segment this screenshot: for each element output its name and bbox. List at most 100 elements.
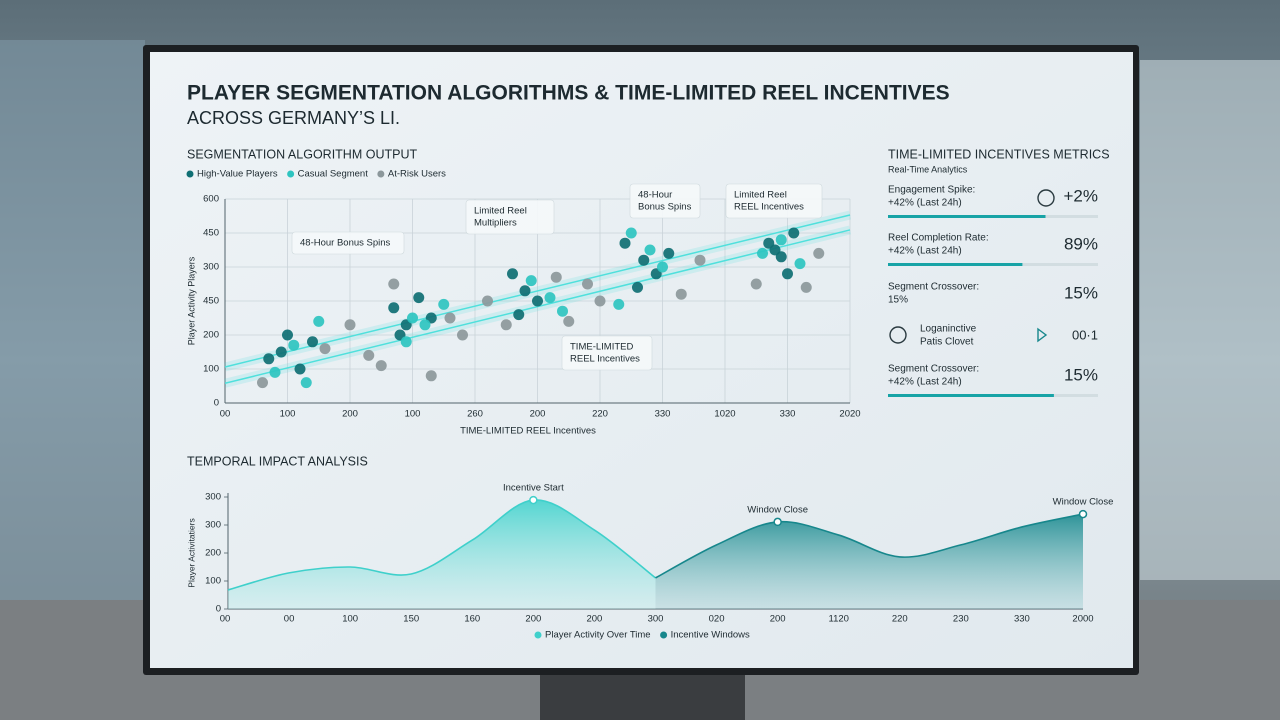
scatter-point	[313, 315, 325, 327]
scatter-point	[788, 227, 800, 239]
annotation-text: Limited Reel	[734, 190, 787, 201]
x-tick-label: 2000	[1072, 614, 1093, 625]
scatter-point	[344, 319, 356, 331]
scatter-point	[782, 268, 793, 280]
scatter-point	[457, 329, 468, 341]
y-tick-label: 200	[203, 330, 219, 341]
progress-bar	[888, 215, 1046, 218]
legend-label: High-Value Players	[197, 169, 278, 180]
scatter-point	[388, 302, 400, 314]
scatter-point	[619, 237, 631, 249]
metric-detail: +42% (Last 24h)	[888, 198, 962, 209]
progress-bar	[888, 263, 1023, 266]
scatter-point	[282, 329, 293, 341]
scatter-point	[425, 370, 437, 382]
scatter-point	[550, 271, 562, 283]
x-tick-label: 230	[953, 614, 969, 625]
annotation-text: Incentive Start	[503, 483, 564, 494]
x-tick-label: 200	[770, 614, 786, 625]
y-tick-label: 300	[205, 520, 221, 531]
x-tick-label: 100	[280, 409, 296, 420]
window-right	[1140, 60, 1280, 580]
x-tick-label: 020	[709, 614, 725, 625]
x-tick-label: 100	[405, 409, 421, 420]
annotation-dot	[1078, 509, 1088, 519]
scatter-point	[663, 247, 675, 259]
scatter-point	[769, 244, 781, 256]
scatter-point	[582, 278, 593, 290]
legend-swatch	[660, 631, 668, 639]
scatter-point	[482, 295, 493, 307]
scatter-point	[269, 366, 281, 378]
y-tick-label: 300	[203, 262, 219, 273]
progress-bar	[888, 394, 1054, 397]
annotation-dot	[773, 517, 782, 527]
annotation-box	[561, 335, 653, 371]
area-line	[655, 513, 1084, 579]
scatter-point	[263, 353, 275, 365]
scatter-point	[750, 278, 762, 290]
scatter-point	[563, 315, 575, 327]
metric-label: Segment Crossover:	[888, 282, 979, 293]
metric-value: 15%	[1064, 283, 1098, 302]
metric-label: Segment Crossover:	[888, 364, 979, 375]
x-tick-label: 200	[586, 614, 602, 625]
scatter-point	[500, 319, 512, 331]
metric-label: Engagement Spike:	[888, 185, 975, 196]
legend-label: Player Activity Over Time	[545, 630, 651, 641]
scatter-point	[513, 309, 525, 321]
scatter-point	[813, 247, 825, 259]
area-line	[227, 499, 656, 591]
x-tick-label: 1120	[828, 614, 848, 625]
trend-line	[224, 214, 851, 368]
scatter-point	[757, 247, 768, 259]
annotation-text: REEL Incentives	[734, 202, 804, 213]
x-tick-label: 330	[1014, 614, 1030, 625]
scatter-point	[307, 336, 318, 348]
legend-swatch	[534, 631, 542, 639]
x-tick-label: 150	[403, 614, 419, 625]
y-axis-title: Player Activitatiers	[186, 518, 196, 587]
y-tick-label: 0	[216, 604, 221, 615]
metric-detail: +42% (Last 24h)	[888, 246, 962, 257]
annotation-text: 48-Hour	[638, 190, 672, 201]
scatter-point	[644, 244, 656, 256]
scatter-point	[525, 275, 537, 287]
scatter-point	[413, 292, 425, 304]
scatter-point	[775, 234, 787, 246]
annotation-text: REEL Incentives	[570, 354, 640, 365]
subtitle: ACROSS GERMANY’S LI.	[187, 108, 400, 128]
scatter-point	[800, 281, 812, 293]
annotation-text: Limited Reel	[474, 206, 527, 217]
scatter-point	[519, 285, 531, 297]
annotation-text: Bonus Spins	[638, 202, 692, 213]
scatter-point	[675, 288, 687, 300]
x-tick-label: 200	[525, 614, 541, 625]
scatter-point	[319, 343, 331, 355]
y-tick-label: 450	[203, 296, 219, 307]
annotation-box	[629, 183, 701, 219]
scatter-point	[375, 360, 387, 372]
x-tick-label: 2020	[839, 409, 860, 420]
scatter-point	[300, 377, 312, 389]
scatter-point	[400, 336, 412, 348]
x-tick-label: 200	[342, 409, 358, 420]
x-tick-label: 260	[467, 409, 483, 420]
annotation-box	[725, 183, 823, 219]
x-tick-label: 300	[648, 614, 664, 625]
scatter-point	[444, 312, 456, 324]
x-tick-label: 220	[892, 614, 908, 625]
annotation-text: Window Close	[747, 504, 808, 515]
clock-icon	[889, 326, 907, 344]
window-left	[0, 40, 145, 600]
y-axis-title: Player Activity Players	[186, 256, 196, 345]
chart-title: TEMPORAL IMPACT ANALYSIS	[187, 454, 368, 468]
metric-label: Reel Completion Rate:	[888, 233, 989, 244]
scatter-point	[594, 295, 606, 307]
scatter-point	[657, 261, 668, 273]
y-tick-label: 200	[205, 548, 221, 559]
scatter-point	[632, 281, 643, 293]
metric-detail: Patis Clovet	[920, 337, 974, 348]
x-tick-label: 330	[655, 409, 671, 420]
scatter-point	[438, 298, 450, 310]
